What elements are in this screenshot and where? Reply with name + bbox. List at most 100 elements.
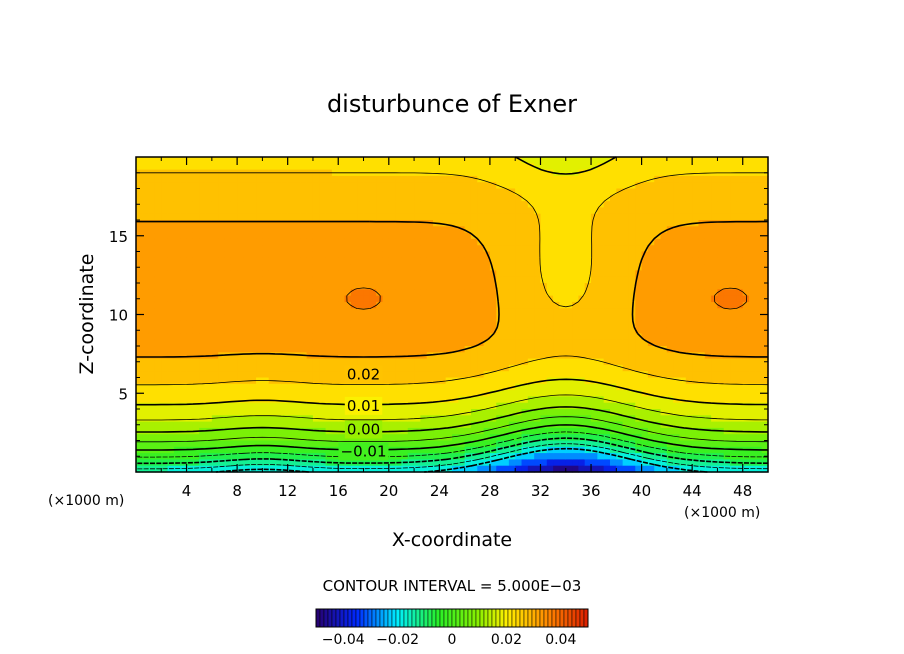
field-cell	[319, 320, 327, 328]
field-cell	[654, 175, 662, 183]
field-cell	[312, 358, 320, 366]
field-cell	[192, 320, 200, 328]
field-cell	[534, 207, 542, 215]
field-cell	[268, 232, 276, 240]
field-cell	[445, 383, 453, 391]
field-cell	[717, 283, 725, 290]
field-cell	[281, 465, 289, 473]
field-cell	[559, 163, 567, 171]
field-cell	[673, 314, 681, 322]
field-cell	[300, 264, 308, 271]
field-cell	[502, 163, 510, 171]
field-cell	[275, 459, 282, 467]
field-cell	[186, 207, 194, 215]
field-cell	[420, 257, 428, 265]
field-cell	[730, 182, 737, 190]
field-cell	[666, 169, 674, 177]
field-cell	[641, 182, 649, 190]
field-cell	[540, 264, 548, 271]
field-cell	[439, 283, 447, 290]
field-cell	[173, 333, 181, 341]
field-cell	[723, 383, 731, 391]
field-cell	[249, 157, 257, 164]
field-cell	[300, 446, 308, 454]
field-cell	[749, 289, 756, 297]
field-cell	[224, 245, 232, 253]
field-cell	[647, 402, 655, 410]
field-cell	[136, 194, 143, 202]
field-cell	[230, 434, 238, 442]
field-cell	[268, 276, 276, 284]
field-cell	[578, 232, 586, 240]
field-cell	[205, 453, 213, 460]
field-cell	[704, 459, 712, 467]
field-cell	[388, 175, 396, 183]
field-cell	[616, 207, 624, 215]
field-cell	[180, 371, 188, 379]
field-cell	[407, 396, 415, 404]
field-cell	[540, 346, 548, 353]
field-cell	[154, 257, 162, 265]
field-cell	[616, 434, 624, 442]
field-cell	[211, 226, 219, 234]
field-cell	[439, 453, 447, 460]
field-cell	[610, 283, 617, 290]
field-cell	[597, 301, 605, 309]
field-cell	[142, 402, 150, 410]
field-cell	[546, 346, 554, 353]
field-cell	[502, 453, 510, 460]
field-cell	[363, 157, 371, 164]
field-cell	[319, 157, 327, 164]
field-cell	[363, 232, 371, 240]
field-cell	[382, 320, 390, 328]
field-cell	[553, 213, 561, 221]
field-cell	[363, 264, 371, 271]
field-cell	[161, 213, 169, 221]
field-cell	[673, 201, 681, 208]
field-cell	[483, 270, 491, 278]
field-cell	[319, 232, 327, 240]
field-cell	[401, 207, 409, 215]
field-cell	[268, 207, 276, 215]
field-cell	[502, 352, 510, 360]
field-cell	[711, 232, 719, 240]
field-cell	[572, 415, 579, 423]
field-cell	[350, 358, 358, 366]
field-cell	[319, 182, 327, 190]
field-cell	[496, 232, 504, 240]
field-cell	[426, 201, 434, 208]
field-cell	[363, 182, 371, 190]
field-cell	[723, 301, 731, 309]
field-cell	[161, 453, 169, 460]
field-cell	[205, 383, 213, 391]
field-cell	[420, 188, 428, 196]
field-cell	[496, 295, 504, 303]
field-cell	[268, 163, 276, 171]
field-cell	[224, 421, 232, 429]
field-cell	[142, 213, 150, 221]
field-cell	[704, 421, 712, 429]
field-cell	[306, 333, 314, 341]
field-cell	[736, 333, 744, 341]
field-cell	[622, 440, 630, 448]
field-cell	[723, 182, 731, 190]
field-cell	[736, 175, 744, 183]
field-cell	[603, 402, 611, 410]
field-cell	[294, 390, 301, 397]
field-cell	[376, 314, 384, 322]
field-cell	[136, 396, 143, 404]
field-cell	[300, 175, 308, 183]
field-cell	[401, 182, 409, 190]
field-cell	[395, 182, 403, 190]
field-cell	[616, 427, 624, 435]
field-cell	[262, 364, 270, 372]
field-cell	[161, 283, 169, 290]
field-cell	[426, 175, 434, 183]
field-cell	[654, 346, 662, 353]
field-cell	[414, 364, 421, 372]
field-cell	[692, 427, 700, 435]
field-cell	[452, 264, 459, 271]
field-cell	[300, 276, 308, 284]
field-cell	[357, 194, 365, 202]
field-cell	[180, 188, 188, 196]
